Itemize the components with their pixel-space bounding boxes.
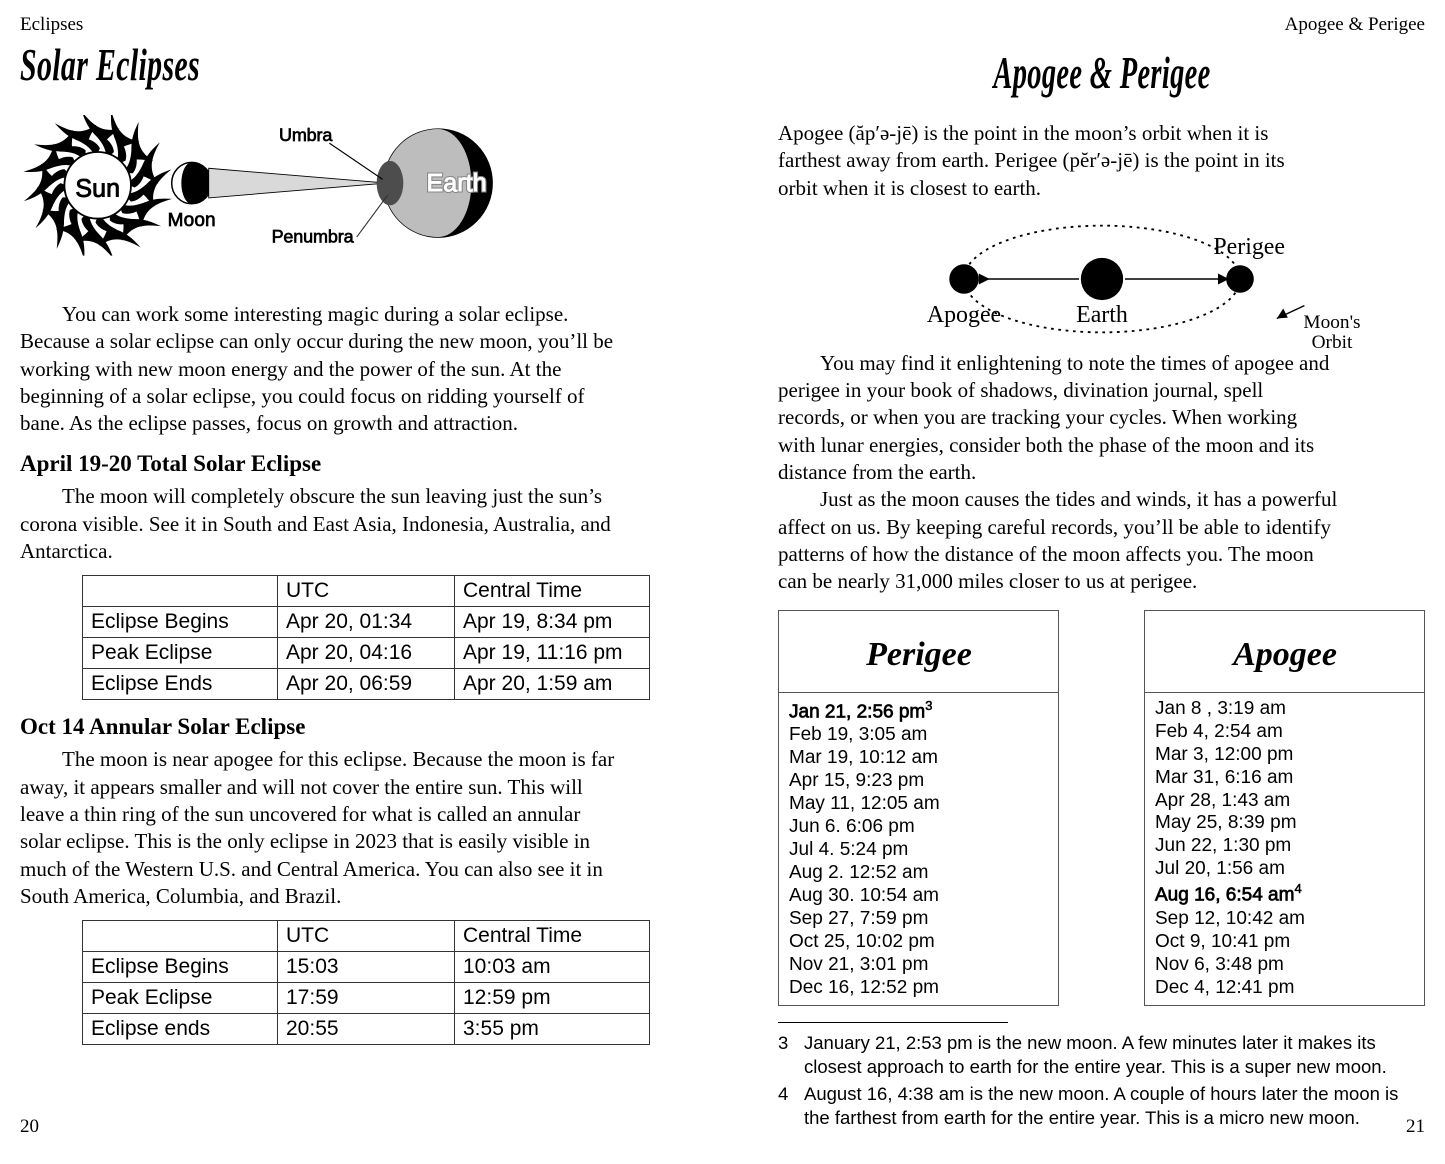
svg-text:Umbra: Umbra xyxy=(279,125,333,145)
svg-text:Perigee: Perigee xyxy=(865,636,972,673)
svg-text:Moon: Moon xyxy=(168,210,216,231)
svg-text:Apogee: Apogee xyxy=(1231,636,1337,673)
svg-text:Apogee & Perigee: Apogee & Perigee xyxy=(991,48,1210,98)
svg-text:Moon's: Moon's xyxy=(1303,312,1360,333)
svg-text:Earth: Earth xyxy=(1076,302,1128,328)
svg-text:Perigee: Perigee xyxy=(1213,234,1285,260)
svg-text:Sun: Sun xyxy=(75,174,120,202)
svg-text:Solar Eclipses: Solar Eclipses xyxy=(20,39,200,90)
svg-text:Penumbra: Penumbra xyxy=(272,226,355,246)
svg-text:Apogee: Apogee xyxy=(926,302,1000,328)
svg-text:Orbit: Orbit xyxy=(1311,332,1352,348)
svg-text:Earth: Earth xyxy=(427,169,487,197)
